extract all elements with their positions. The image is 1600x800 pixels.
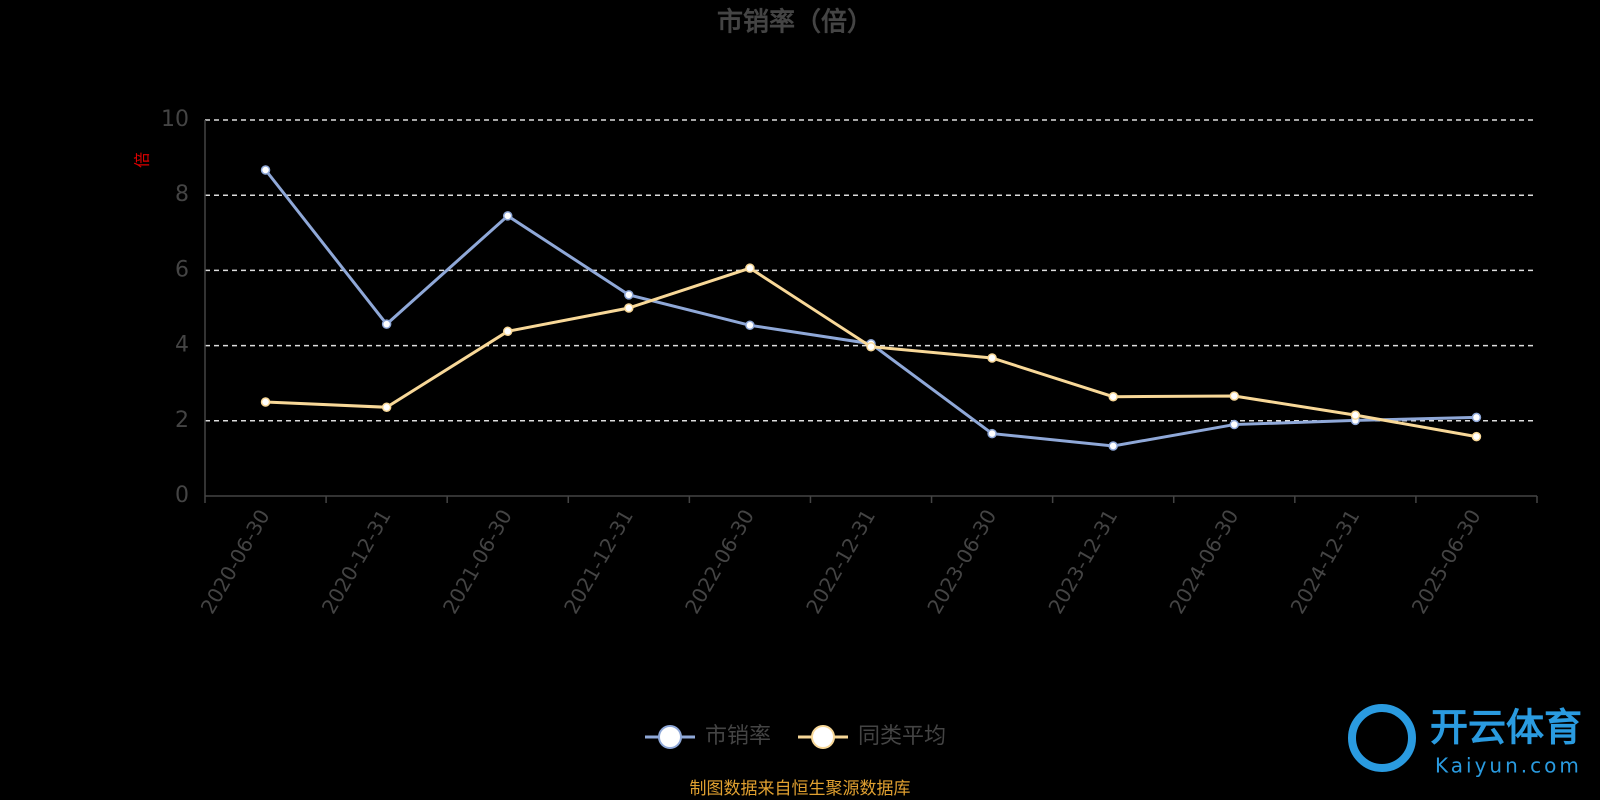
x-tick-label: 2023-12-31 bbox=[1043, 505, 1122, 618]
series-line bbox=[265, 266, 1477, 439]
point bbox=[745, 263, 755, 273]
legend-marker bbox=[811, 725, 835, 749]
y-tick-label: 6 bbox=[175, 257, 189, 282]
chart-title: 市销率（倍） bbox=[717, 7, 873, 38]
point bbox=[260, 165, 271, 175]
point bbox=[1350, 410, 1361, 420]
point bbox=[1229, 419, 1240, 430]
x-tick-label: 2022-06-30 bbox=[680, 505, 759, 618]
point bbox=[866, 341, 876, 352]
legend-label: 同类平均 bbox=[858, 724, 946, 749]
point bbox=[1471, 431, 1482, 442]
point bbox=[624, 303, 634, 313]
x-tick-label: 2024-06-30 bbox=[1164, 505, 1243, 618]
y-tick-label: 8 bbox=[175, 182, 189, 207]
point bbox=[1108, 441, 1118, 451]
x-tick-label: 2022-12-31 bbox=[801, 505, 880, 618]
logo-icon bbox=[1348, 704, 1416, 772]
legend-marker bbox=[658, 725, 682, 749]
y-axis-label: 倍 bbox=[133, 152, 152, 168]
point bbox=[502, 211, 513, 221]
x-tick-label: 2023-06-30 bbox=[922, 505, 1001, 618]
point bbox=[502, 326, 513, 337]
y-tick-label: 2 bbox=[175, 408, 189, 433]
point bbox=[381, 319, 392, 329]
watermark-brand: 开云体育 bbox=[1430, 706, 1582, 750]
x-tick-label: 2021-06-30 bbox=[438, 505, 517, 618]
x-tick-label: 2020-06-30 bbox=[196, 505, 275, 618]
point bbox=[624, 290, 634, 300]
point bbox=[1229, 391, 1240, 401]
y-tick-label: 0 bbox=[175, 483, 189, 508]
y-tick-label: 4 bbox=[175, 333, 189, 358]
point bbox=[987, 428, 997, 439]
point bbox=[987, 353, 997, 363]
source-note: 制图数据来自恒生聚源数据库 bbox=[690, 779, 911, 799]
point bbox=[381, 402, 392, 413]
point bbox=[1471, 412, 1482, 423]
watermark: 开云体育 Kaiyun.com bbox=[1348, 704, 1582, 778]
x-tick-label: 2021-12-31 bbox=[559, 505, 638, 618]
point bbox=[260, 397, 271, 407]
y-tick-label: 10 bbox=[161, 107, 189, 132]
x-tick-label: 2020-12-31 bbox=[317, 505, 396, 618]
x-tick-label: 2024-12-31 bbox=[1286, 505, 1365, 618]
point bbox=[1108, 391, 1118, 402]
legend-label: 市销率 bbox=[705, 724, 771, 749]
x-tick-label: 2025-06-30 bbox=[1407, 505, 1486, 618]
watermark-url: Kaiyun.com bbox=[1435, 754, 1582, 778]
point bbox=[745, 320, 755, 331]
